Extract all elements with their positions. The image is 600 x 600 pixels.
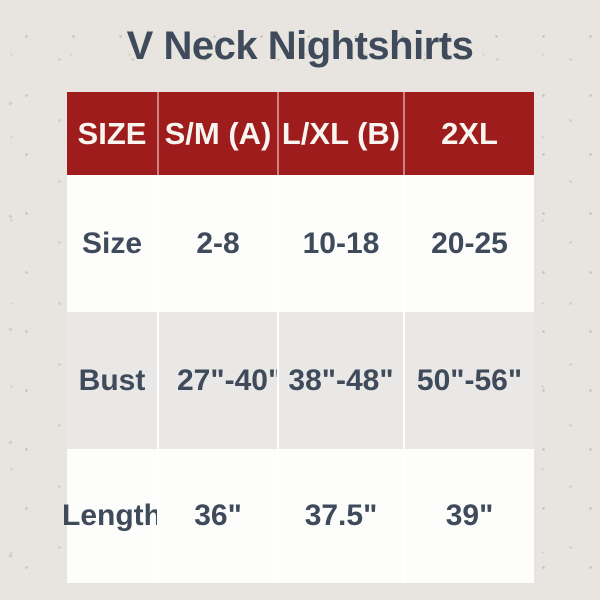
column-header-text: SIZE	[77, 115, 147, 151]
page-title: V Neck Nightshirts	[126, 24, 474, 68]
column-header-lxl-b: L/XL (B)	[277, 92, 403, 175]
column-header-text: S/M (A)	[164, 115, 272, 151]
column-header-text: 2XL	[441, 115, 498, 151]
cell-text: 36"	[194, 499, 242, 532]
row-label-length: Length	[62, 449, 162, 583]
cell-text: Length	[62, 499, 162, 532]
cell-text: 27"-40"	[177, 363, 283, 397]
row-label-bust: Bust	[67, 312, 157, 449]
cell-text: 10-18	[302, 226, 380, 260]
cell-text: 38"-48"	[288, 363, 394, 397]
cell-text: 20-25	[431, 226, 508, 260]
table-cell-size-2xl: 20-25	[403, 175, 534, 312]
cell-text: 50"-56"	[416, 363, 523, 397]
cell-text: 37.5"	[304, 499, 378, 532]
table-cell-size-lxl: 10-18	[277, 175, 403, 312]
table-cell-length-sm: 36"	[157, 449, 277, 583]
cell-text: 39"	[445, 499, 494, 532]
column-header-text: L/XL (B)	[281, 115, 401, 151]
cell-text: Size	[81, 226, 143, 260]
table-cell-size-sm: 2-8	[157, 175, 277, 312]
table-cell-bust-2xl: 50"-56"	[403, 312, 534, 449]
cell-text: 2-8	[196, 226, 240, 260]
table-cell-length-2xl: 39"	[403, 449, 534, 583]
cell-text: Bust	[78, 363, 146, 397]
column-header-size: SIZE	[67, 92, 157, 175]
column-header-sm-a: S/M (A)	[157, 92, 277, 175]
table-cell-bust-lxl: 38"-48"	[277, 312, 403, 449]
row-label-size: Size	[67, 175, 157, 312]
table-cell-length-lxl: 37.5"	[277, 449, 403, 583]
size-chart-table: SIZE S/M (A) L/XL (B) 2XL Size 2-8 10-18…	[62, 92, 534, 583]
table-cell-bust-sm: 27"-40"	[157, 312, 283, 449]
column-header-2xl: 2XL	[403, 92, 534, 175]
